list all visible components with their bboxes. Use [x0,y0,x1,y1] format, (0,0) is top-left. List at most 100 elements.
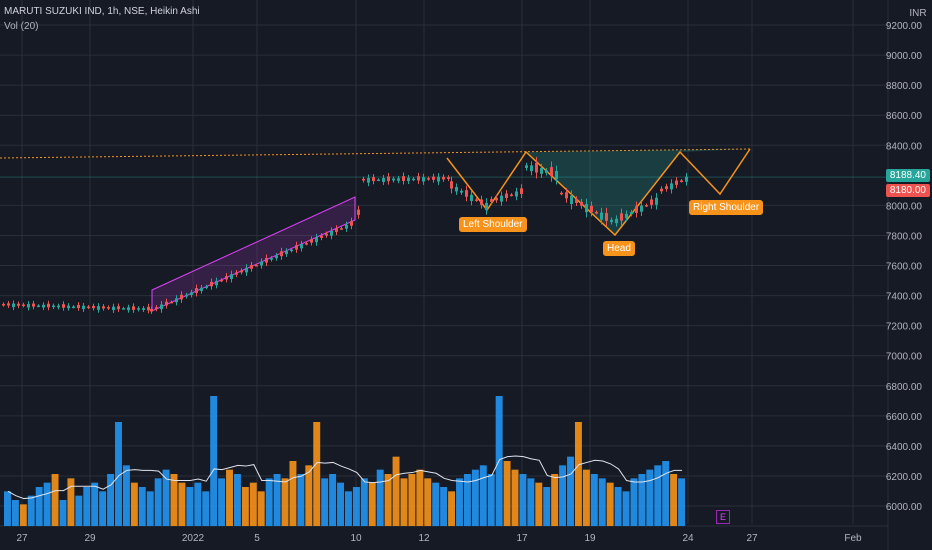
candle-body [382,178,385,182]
price-tick-label: 6200.00 [886,472,923,483]
time-tick-label: 27 [16,533,28,544]
candle-body [660,188,663,192]
candle-body [305,243,308,245]
candle-body [325,233,328,236]
candle-body [180,294,183,300]
volume-bar [146,491,154,526]
volume-bar [257,491,265,526]
candle-body [22,304,25,307]
candle-body [680,180,683,182]
earnings-icon[interactable]: E [716,510,730,524]
candle-body [610,219,613,223]
head-label[interactable]: Head [603,241,635,256]
volume-bar [19,504,27,526]
candle-body [645,204,648,207]
volume-bar [574,422,582,526]
volume-bar [170,474,178,526]
candle-body [127,307,130,311]
volume-bar [51,474,59,526]
volume-bar [107,474,115,526]
candle-body [475,199,478,201]
candle-body [72,306,75,309]
volume-bar [4,491,11,526]
time-tick-label: 29 [84,533,96,544]
candle-body [185,294,188,297]
volume-bar [368,482,376,526]
candle-body [575,199,578,203]
price-tick-label: 8600.00 [886,111,923,122]
volume-indicator-label: Vol (20) [4,21,39,32]
candle-body [210,281,213,287]
candle-body [290,249,293,252]
volume-bar [273,474,281,526]
pattern-fill [526,149,750,235]
volume-bar [241,487,249,526]
volume-bar [646,469,654,526]
volume-bar [162,469,170,526]
candle-body [265,257,268,263]
candle-body [225,276,228,280]
candle-body [310,239,313,243]
candle-body [417,176,420,181]
price-tick-label: 6800.00 [886,382,923,393]
candle-body [97,306,100,310]
volume-bar [115,422,122,526]
volume-bar [130,482,138,526]
volume-bar [27,495,35,526]
candle-body [590,205,593,213]
candle-body [555,170,558,180]
candle-body [515,191,518,197]
candle-body [67,305,70,309]
volume-bar [59,500,67,526]
candle-body [675,180,678,185]
candle-body [620,213,623,221]
candle-body [77,304,80,309]
volume-bar [178,482,186,526]
candle-body [285,251,288,255]
volume-bar [329,474,337,526]
time-tick-label: 19 [584,533,596,544]
candle-body [190,292,193,295]
candle-body [122,308,125,310]
last-price-tag: 8188.40 [885,169,930,182]
volume-bar [551,474,559,526]
right-shoulder-label[interactable]: Right Shoulder [689,200,764,215]
volume-bar [43,482,51,526]
left-shoulder-label[interactable]: Left Shoulder [459,217,527,232]
candle-body [165,301,168,306]
volume-bar [83,487,91,526]
candle-body [510,194,513,197]
candle-body [500,195,503,202]
candle-body [427,178,430,180]
volume-bar [511,469,519,526]
candle-body [215,280,218,286]
candle-body [117,306,120,310]
candle-body [377,179,380,182]
candle-body [280,251,283,257]
candle-body [595,211,598,214]
volume-bar [519,474,527,526]
candle-body [195,288,198,293]
candle-body [275,255,278,259]
candle-body [530,165,533,172]
volume-bar [226,469,233,526]
volume-bar [440,487,448,526]
volume-bar [543,487,551,526]
candle-body [525,165,528,168]
prev-price-tag: 8180.00 [885,184,930,197]
volume-bar [202,491,210,526]
candle-body [402,176,405,181]
candle-body [685,176,688,182]
price-tick-label: 8800.00 [886,81,923,92]
candle-body [170,301,173,304]
time-tick-label: 2022 [182,533,205,544]
volume-bar [11,500,19,526]
volume-bar [582,469,590,526]
time-tick-label: 5 [254,533,260,544]
volume-bar [622,491,630,526]
volume-bar [233,474,241,526]
volume-bar [352,487,360,526]
candle-body [142,308,145,310]
time-tick-label: 27 [746,533,758,544]
